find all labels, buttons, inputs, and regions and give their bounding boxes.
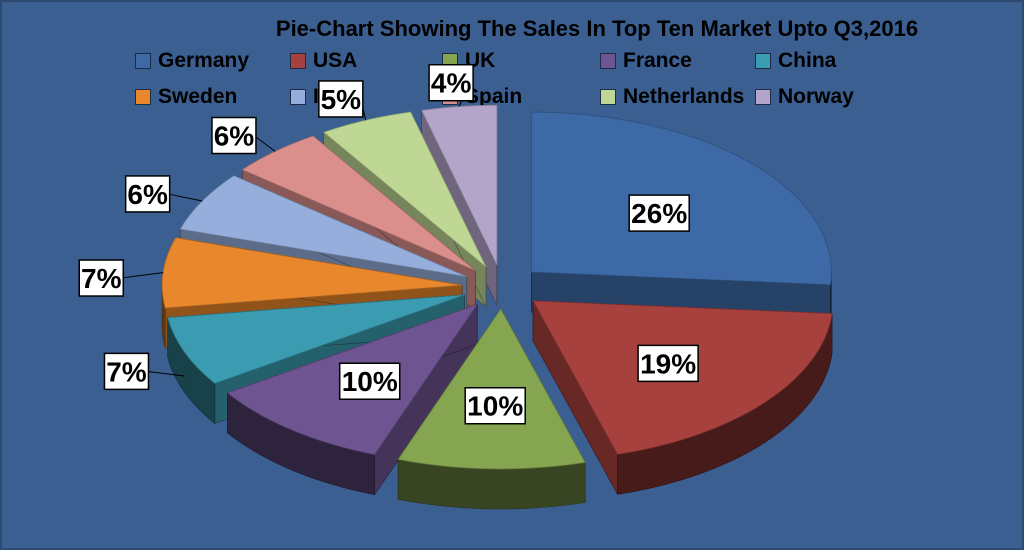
- leader-line: [253, 135, 276, 152]
- data-label-box: [78, 259, 125, 297]
- data-label-text: 10%: [342, 366, 398, 397]
- legend-item-netherlands: Netherlands: [600, 85, 744, 109]
- data-label-text: 6%: [127, 179, 168, 210]
- legend-item-china: China: [755, 49, 836, 73]
- legend-item-germany: Germany: [135, 49, 249, 73]
- data-label-box: [338, 362, 401, 400]
- data-label-text: 10%: [467, 391, 523, 422]
- data-label-china: 7%: [103, 352, 185, 391]
- data-label-box: [103, 352, 150, 391]
- data-label-text: 26%: [631, 198, 687, 229]
- data-label-text: 6%: [214, 121, 255, 152]
- legend-label: Spain: [465, 85, 523, 108]
- legend-label: Netherlands: [623, 85, 745, 108]
- data-label-france: 10%: [338, 362, 401, 400]
- leader-line: [121, 272, 164, 279]
- data-label-box: [211, 116, 257, 155]
- legend-label: Germany: [158, 49, 250, 72]
- data-label-sweden: 7%: [78, 259, 164, 297]
- legend-item-france: France: [600, 49, 692, 73]
- data-label-text: 5%: [321, 84, 362, 115]
- legend-swatch: [755, 53, 771, 69]
- legend-label: France: [623, 49, 692, 72]
- data-label-usa: 19%: [637, 344, 699, 383]
- data-label-text: 4%: [431, 68, 472, 99]
- data-label-box: [464, 386, 526, 425]
- legend-swatch: [290, 89, 306, 105]
- chart-title: Pie-Chart Showing The Sales In Top Ten M…: [275, 16, 919, 41]
- data-label-text: 7%: [81, 263, 122, 294]
- data-label-box: [637, 344, 699, 383]
- legend-label: Norway: [778, 85, 854, 108]
- legend-swatch: [135, 89, 151, 105]
- data-label-box: [428, 63, 474, 102]
- legend-swatch: [290, 53, 306, 69]
- data-label-uk: 10%: [464, 386, 526, 425]
- data-label-spain: 6%: [211, 116, 276, 155]
- data-label-text: 7%: [106, 356, 147, 387]
- leader-line: [167, 193, 203, 202]
- data-label-italy: 6%: [124, 175, 203, 213]
- data-label-netherlands: 5%: [318, 80, 367, 121]
- legend-item-usa: USA: [290, 49, 357, 73]
- legend-label: USA: [313, 49, 358, 72]
- legend-swatch: [135, 53, 151, 69]
- legend-swatch: [600, 89, 616, 105]
- data-label-box: [318, 80, 364, 118]
- legend-label: Sweden: [158, 85, 238, 108]
- legend-swatch: [600, 53, 616, 69]
- data-label-box: [124, 175, 171, 213]
- legend-item-sweden: Sweden: [135, 85, 237, 109]
- legend-swatch: [755, 89, 771, 105]
- data-label-germany: 26%: [628, 194, 690, 232]
- legend-label: China: [778, 49, 837, 72]
- data-label-text: 19%: [640, 348, 696, 379]
- legend-item-norway: Norway: [755, 85, 854, 109]
- leader-line: [146, 370, 185, 377]
- data-label-box: [628, 194, 690, 232]
- data-label-norway: 4%: [428, 63, 474, 107]
